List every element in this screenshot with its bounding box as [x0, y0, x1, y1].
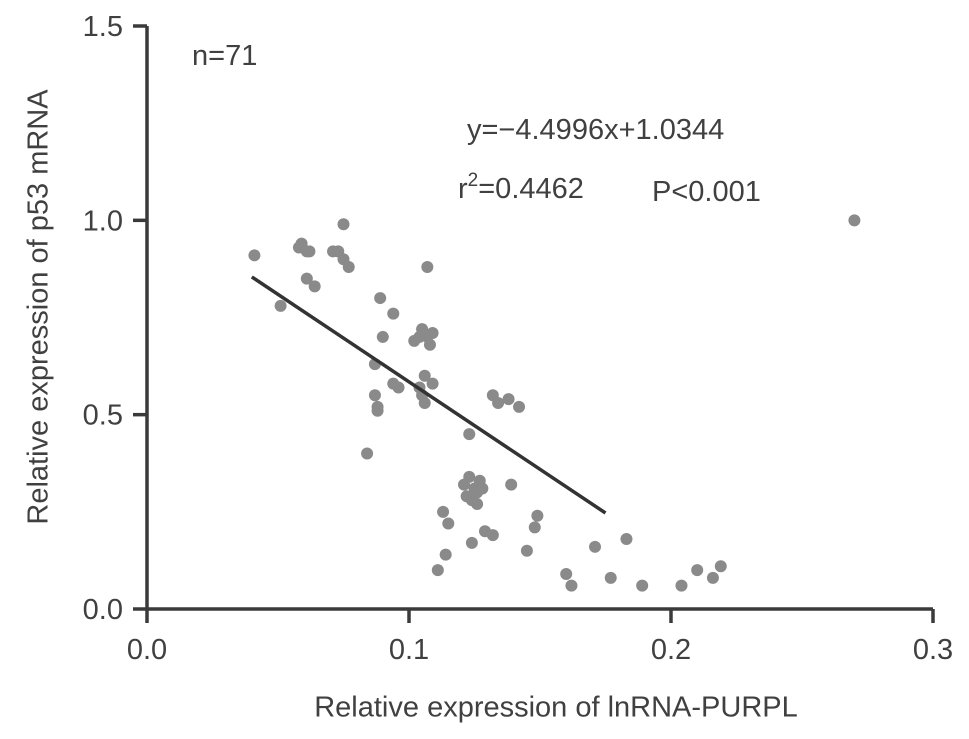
data-point — [706, 571, 719, 584]
y-tick-label: 0.0 — [83, 594, 123, 626]
x-tick-label: 0.3 — [913, 634, 953, 666]
data-point — [714, 560, 727, 573]
r-squared-superscript: 2 — [467, 170, 479, 191]
data-point — [463, 428, 476, 441]
data-point — [520, 544, 533, 557]
data-point — [513, 400, 526, 413]
data-point — [560, 568, 573, 581]
data-point — [620, 533, 633, 546]
data-point — [471, 486, 484, 499]
x-axis-label: Relative expression of lnRNA-PURPL — [314, 691, 798, 724]
r-squared-value: =0.4462 — [478, 173, 584, 205]
data-point — [463, 470, 476, 483]
y-tick-label: 1.5 — [83, 11, 123, 43]
x-tick-label: 0.1 — [389, 634, 429, 666]
sample-size-label: n=71 — [192, 40, 258, 72]
data-point — [274, 299, 287, 312]
data-point — [486, 529, 499, 542]
data-point — [308, 280, 321, 293]
data-point — [374, 292, 387, 305]
r-squared-label: r2=0.4462 — [458, 170, 584, 206]
data-point — [361, 447, 374, 460]
data-point — [691, 564, 704, 577]
data-point — [376, 330, 389, 343]
data-point — [303, 245, 316, 258]
data-point — [426, 377, 439, 390]
data-point — [528, 521, 541, 534]
axes: 0.0 0.5 1.0 1.5 0.0 0.1 0.2 0.3 — [83, 11, 953, 666]
r-squared-prefix: r — [458, 173, 468, 205]
data-point — [505, 478, 518, 491]
regression-equation-label: y=−4.4996x+1.0344 — [467, 114, 725, 146]
data-point — [471, 498, 484, 511]
data-point — [387, 307, 400, 320]
data-point — [589, 540, 602, 553]
data-point — [368, 389, 381, 402]
data-point — [442, 517, 455, 530]
data-point — [465, 536, 478, 549]
data-point — [565, 579, 578, 592]
x-tick-label: 0.0 — [127, 634, 167, 666]
data-point — [337, 218, 350, 231]
y-tick-label: 0.5 — [83, 400, 123, 432]
data-point — [371, 404, 384, 417]
data-point — [421, 260, 434, 273]
regression-line-group — [250, 275, 607, 515]
y-tick-label: 1.0 — [83, 205, 123, 237]
data-point — [300, 272, 313, 285]
data-point — [423, 338, 436, 351]
x-tick-label: 0.2 — [651, 634, 691, 666]
data-point — [426, 327, 439, 340]
data-points — [248, 214, 861, 592]
data-point — [848, 214, 861, 227]
data-point — [636, 579, 649, 592]
data-point — [431, 564, 444, 577]
data-point — [439, 548, 452, 561]
data-point — [418, 397, 431, 410]
data-point — [492, 397, 505, 410]
data-point — [502, 393, 515, 406]
data-point — [531, 509, 544, 522]
p-value-label: P<0.001 — [652, 176, 761, 208]
data-point — [604, 571, 617, 584]
data-point — [418, 369, 431, 382]
data-point — [392, 381, 405, 394]
regression-line — [250, 275, 607, 515]
data-point — [248, 249, 261, 262]
data-point — [437, 505, 450, 518]
data-point — [675, 579, 688, 592]
data-point — [342, 260, 355, 273]
y-axis-label: Relative expression of p53 mRNA — [22, 89, 55, 525]
